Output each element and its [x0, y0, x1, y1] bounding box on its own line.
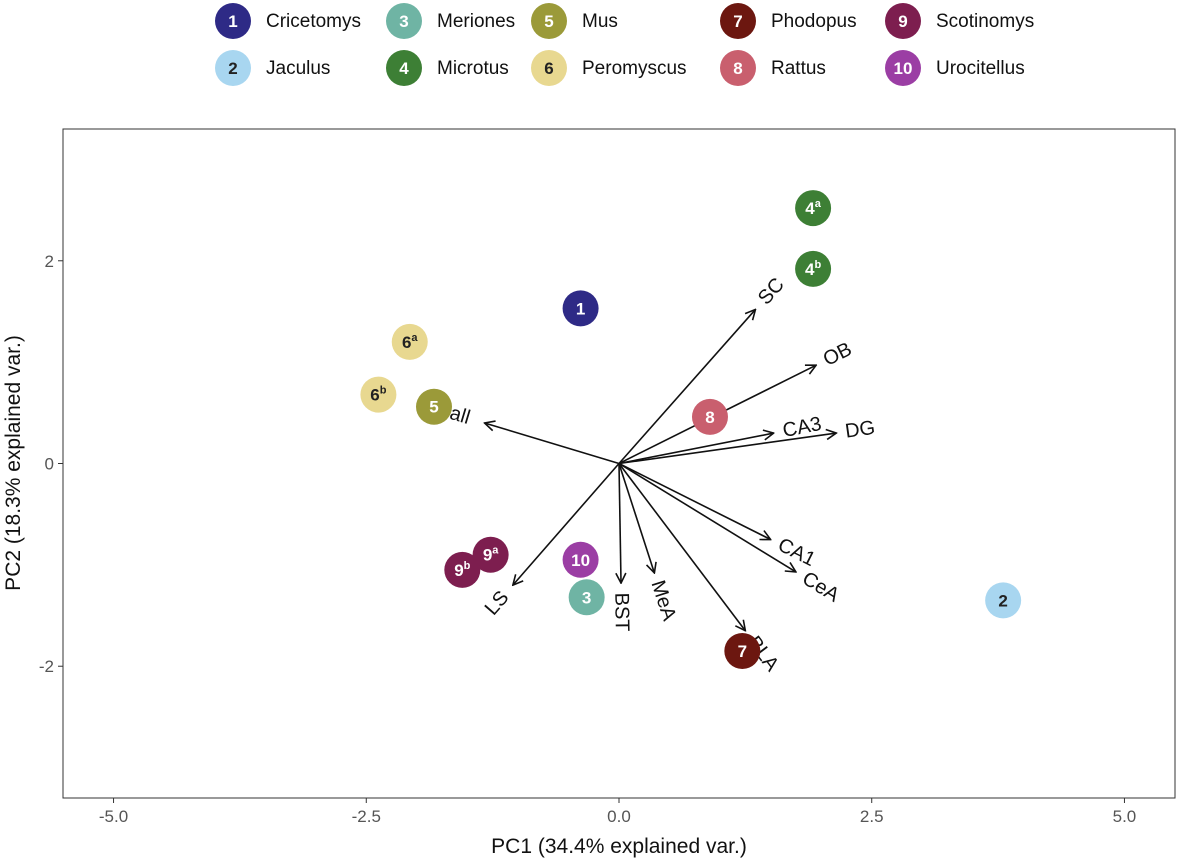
- x-axis-title: PC1 (34.4% explained var.): [491, 835, 747, 858]
- legend-marker: [215, 3, 251, 39]
- point-1: [562, 290, 599, 327]
- legend-item-urocitellus: 10 Urocitellus: [885, 50, 1025, 86]
- legend-marker-number: 10: [894, 59, 913, 78]
- point-4b: [795, 250, 832, 287]
- legend-label: Mus: [582, 11, 618, 32]
- point-label-2: 2: [998, 591, 1007, 610]
- point-2: [985, 582, 1022, 619]
- legend-marker-number: 5: [544, 12, 553, 31]
- legend-marker-number: 4: [399, 59, 409, 78]
- y-tick-label: 0: [45, 455, 54, 474]
- legend-label: Rattus: [771, 58, 826, 79]
- legend-item-rattus: 8 Rattus: [720, 50, 826, 86]
- point-label-7: 7: [738, 642, 747, 661]
- legend: 1 Cricetomys 2 Jaculus 3 Meriones 4 Microtus 5 Mu…: [215, 3, 1034, 86]
- loading-arrow-vpall: [485, 423, 620, 465]
- legend-marker: [531, 50, 567, 86]
- legend-label: Urocitellus: [936, 58, 1025, 79]
- legend-marker: [386, 3, 422, 39]
- x-tick-label: -5.0: [99, 807, 128, 826]
- loading-arrow-bst: [619, 463, 621, 584]
- loading-arrow-bla: [618, 463, 745, 631]
- y-axis-title: PC2 (18.3% explained var.): [2, 335, 25, 591]
- legend-marker-number: 9: [898, 12, 907, 31]
- x-tick-label: -2.5: [352, 807, 381, 826]
- legend-marker-number: 6: [544, 59, 553, 78]
- legend-marker: [531, 3, 567, 39]
- axis-ticks: -5.0 -2.5 0.0 2.5 5.0 -2 0 2: [39, 252, 1136, 826]
- legend-item-jaculus: 2 Jaculus: [215, 50, 330, 86]
- point-9b: [444, 551, 481, 588]
- point-9a: [472, 536, 509, 573]
- x-tick-label: 5.0: [1113, 807, 1137, 826]
- x-tick-label: 0.0: [607, 807, 631, 826]
- point-3: [568, 579, 605, 616]
- legend-marker-number: 2: [228, 59, 237, 78]
- legend-item-microtus: 4 Microtus: [386, 50, 509, 86]
- legend-label: Scotinomys: [936, 11, 1034, 32]
- legend-label: Phodopus: [771, 11, 857, 32]
- y-tick-label: -2: [39, 657, 54, 676]
- point-6b: [360, 376, 397, 413]
- point-label-3: 3: [582, 588, 591, 607]
- legend-marker: [720, 3, 756, 39]
- legend-item-mus: 5 Mus: [531, 3, 618, 39]
- loading-arrow-cea: [618, 462, 796, 572]
- legend-item-scotinomys: 9 Scotinomys: [885, 3, 1034, 39]
- point-8: [691, 398, 728, 435]
- point-label-10: 10: [571, 551, 590, 570]
- loading-arrow-ca1: [618, 462, 771, 540]
- legend-label: Cricetomys: [266, 11, 361, 32]
- loading-arrow-ca3: [618, 433, 774, 465]
- legend-item-phodopus: 7 Phodopus: [720, 3, 857, 39]
- legend-item-meriones: 3 Meriones: [386, 3, 515, 39]
- loading-arrow-mea: [618, 463, 654, 573]
- loading-label-bst: BST: [610, 592, 633, 631]
- legend-label: Microtus: [437, 58, 509, 79]
- legend-marker: [215, 50, 251, 86]
- point-label-5: 5: [429, 398, 438, 417]
- legend-item-cricetomys: 1 Cricetomys: [215, 3, 361, 39]
- legend-marker-number: 7: [733, 12, 742, 31]
- legend-marker-number: 3: [399, 12, 408, 31]
- legend-marker: [720, 50, 756, 86]
- point-label-8: 8: [705, 408, 714, 427]
- x-tick-label: 2.5: [860, 807, 884, 826]
- point-10: [562, 541, 599, 578]
- legend-marker: [386, 50, 422, 86]
- legend-marker: [885, 50, 921, 86]
- point-5: [416, 388, 453, 425]
- point-7: [724, 633, 761, 670]
- loading-label-dg: DG: [844, 417, 877, 443]
- point-6a: [391, 323, 428, 360]
- legend-label: Peromyscus: [582, 58, 687, 79]
- y-tick-label: 2: [45, 252, 54, 271]
- point-label-1: 1: [576, 299, 585, 318]
- loading-arrow-sc: [618, 309, 755, 465]
- legend-label: Meriones: [437, 11, 515, 32]
- legend-marker: [885, 3, 921, 39]
- loading-arrow-ls: [513, 462, 620, 586]
- legend-marker-number: 8: [733, 59, 742, 78]
- loading-arrow-dg: [618, 433, 836, 465]
- legend-label: Jaculus: [266, 58, 330, 79]
- point-4a: [795, 190, 832, 227]
- legend-item-peromyscus: 6 Peromyscus: [531, 50, 687, 86]
- legend-marker-number: 1: [228, 12, 237, 31]
